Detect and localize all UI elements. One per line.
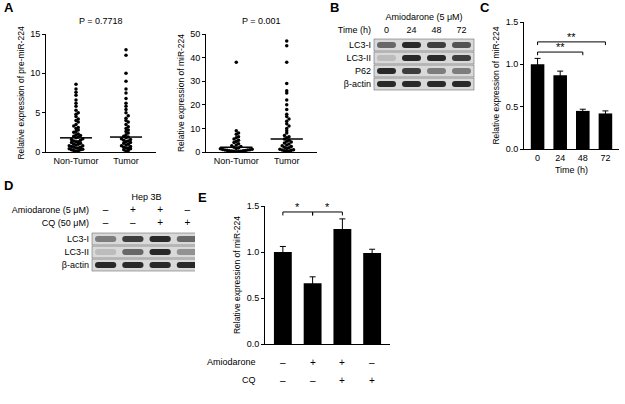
svg-text:0.0: 0.0 [247, 339, 260, 349]
html-text:E: E [198, 190, 207, 205]
svg-text:Relative expression of miR-224: Relative expression of miR-224 [491, 26, 501, 144]
svg-text:48: 48 [578, 153, 588, 163]
svg-text:LC3-II: LC3-II [346, 53, 371, 63]
svg-text:P62: P62 [355, 66, 371, 76]
svg-text:0.0: 0.0 [506, 144, 519, 154]
svg-text:–: – [185, 204, 191, 215]
svg-text:Relative expression of miR-224: Relative expression of miR-224 [232, 216, 242, 334]
svg-text:*: * [325, 201, 330, 213]
svg-text:0: 0 [384, 25, 389, 35]
svg-text:Time (h): Time (h) [555, 165, 588, 175]
svg-text:0.5: 0.5 [247, 293, 260, 303]
svg-text:+: + [130, 204, 136, 215]
html-text:C: C [480, 0, 490, 15]
html-text:D: D [4, 178, 14, 193]
svg-text:72: 72 [456, 25, 466, 35]
svg-text:–: – [280, 357, 286, 368]
html-text:A: A [4, 0, 14, 15]
svg-text:24: 24 [406, 25, 416, 35]
svg-text:0: 0 [35, 147, 40, 157]
svg-text:5: 5 [35, 108, 40, 118]
svg-text:1.0: 1.0 [506, 59, 519, 69]
svg-text:Tumor: Tumor [274, 156, 300, 166]
svg-text:0.5: 0.5 [506, 102, 519, 112]
svg-text:72: 72 [600, 153, 610, 163]
svg-text:0: 0 [195, 147, 200, 157]
svg-text:+: + [157, 204, 163, 215]
svg-text:P = 0.7718: P = 0.7718 [79, 16, 123, 26]
svg-text:40: 40 [190, 53, 200, 63]
svg-text:24: 24 [555, 153, 565, 163]
svg-text:+: + [157, 217, 163, 228]
svg-text:Amiodarone (5 μM): Amiodarone (5 μM) [12, 205, 89, 215]
svg-text:Time (h): Time (h) [338, 25, 371, 35]
svg-text:–: – [310, 375, 316, 386]
svg-text:–: – [280, 375, 286, 386]
svg-text:20: 20 [190, 100, 200, 110]
svg-text:10: 10 [30, 68, 40, 78]
svg-text:LC3-I: LC3-I [67, 234, 89, 244]
svg-text:**: ** [567, 31, 576, 43]
svg-text:–: – [369, 357, 375, 368]
svg-text:Tumor: Tumor [113, 156, 139, 166]
svg-text:Hep 3B: Hep 3B [131, 192, 161, 202]
svg-text:CQ (50 μM): CQ (50 μM) [42, 218, 89, 228]
svg-text:–: – [103, 204, 109, 215]
svg-text:–: – [103, 217, 109, 228]
svg-text:LC3-II: LC3-II [64, 247, 89, 257]
svg-text:P = 0.001: P = 0.001 [242, 16, 281, 26]
svg-text:Amiodarone: Amiodarone [207, 357, 256, 367]
svg-text:+: + [339, 357, 345, 368]
svg-text:Relative expression of pre-miR: Relative expression of pre-miR-224 [16, 26, 26, 159]
svg-text:Non-Tumor: Non-Tumor [53, 156, 98, 166]
svg-text:15: 15 [30, 29, 40, 39]
svg-text:β-actin: β-actin [344, 79, 371, 89]
svg-text:**: ** [556, 41, 565, 53]
svg-text:10: 10 [190, 124, 200, 134]
svg-text:Relative expression of miR-224: Relative expression of miR-224 [176, 34, 186, 152]
svg-text:50: 50 [190, 29, 200, 39]
svg-text:30: 30 [190, 76, 200, 86]
svg-text:–: – [130, 217, 136, 228]
svg-text:+: + [310, 357, 316, 368]
svg-text:1.5: 1.5 [247, 201, 260, 211]
svg-text:0: 0 [535, 153, 540, 163]
svg-text:48: 48 [431, 25, 441, 35]
svg-text:β-actin: β-actin [62, 260, 89, 270]
svg-text:CQ: CQ [242, 375, 256, 385]
html-text:B: B [330, 0, 340, 15]
svg-text:Non-Tumor: Non-Tumor [214, 156, 259, 166]
svg-text:*: * [295, 201, 300, 213]
svg-text:+: + [184, 217, 190, 228]
svg-text:+: + [339, 375, 345, 386]
svg-text:Amiodarone (5 μM): Amiodarone (5 μM) [385, 12, 462, 22]
svg-text:LC3-I: LC3-I [349, 40, 371, 50]
svg-text:+: + [369, 375, 375, 386]
svg-text:1.5: 1.5 [506, 17, 519, 27]
svg-text:1.0: 1.0 [247, 247, 260, 257]
